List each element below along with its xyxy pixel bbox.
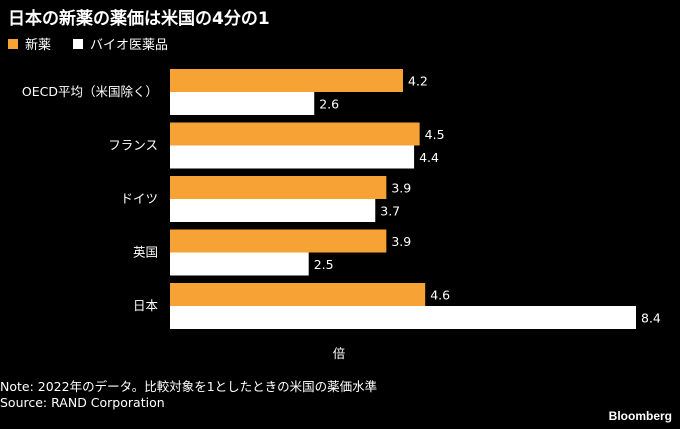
bar [170,92,315,115]
data-label: 3.9 [391,181,411,196]
category-label: フランス [108,138,158,153]
category-label: ドイツ [120,191,158,206]
bar [170,122,420,146]
legend-label-biologic: バイオ医薬品 [90,38,169,53]
data-label: 4.5 [425,127,445,142]
bar [170,69,403,92]
chart-source: Source: RAND Corporation [0,395,165,410]
data-label: 3.7 [380,204,400,219]
data-label: 2.6 [319,97,339,112]
bar [170,199,376,222]
bar [170,252,309,276]
data-label: 2.5 [314,257,334,272]
bar [170,306,636,329]
data-label: 3.9 [391,234,411,249]
x-axis-label: 倍 [333,346,346,361]
legend-swatch-biologic [73,38,84,49]
bar [170,145,415,169]
bar [170,229,387,253]
chart-note: Note: 2022年のデータ。比較対象を1としたときの米国の薬価水準 [0,379,378,394]
chart-title: 日本の新薬の薬価は米国の4分の1 [8,9,270,29]
legend-label-new-drug: 新薬 [25,38,52,53]
category-label: 日本 [133,298,159,313]
legend: 新薬 バイオ医薬品 [8,34,168,53]
legend-item-biologic: バイオ医薬品 [73,34,168,53]
data-label: 4.6 [430,288,450,303]
data-label: 4.4 [419,150,439,165]
legend-item-new-drug: 新薬 [8,34,51,53]
bloomberg-logo: Bloomberg [608,409,672,423]
data-label: 8.4 [641,311,661,326]
category-label: 英国 [133,245,158,260]
bar [170,176,387,199]
category-label: OECD平均（米国除く） [22,84,158,99]
legend-swatch-new-drug [8,38,18,49]
bar [170,283,426,306]
data-label: 4.2 [408,74,428,89]
